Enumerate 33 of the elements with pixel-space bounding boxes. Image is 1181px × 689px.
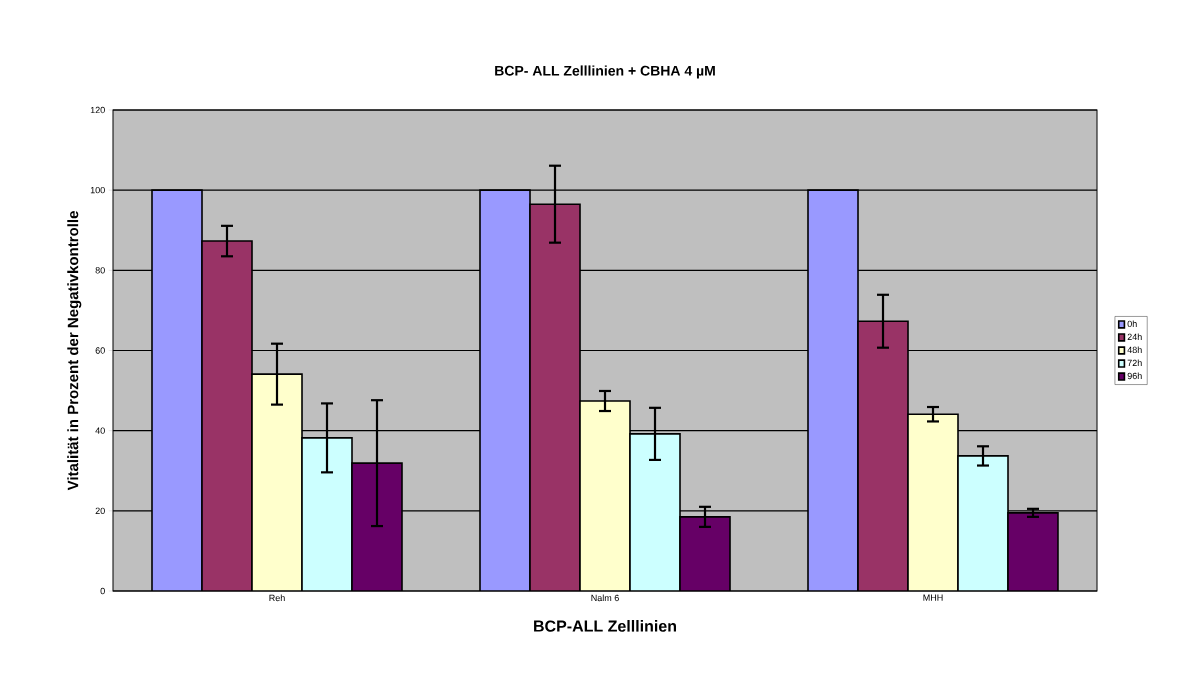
bar: [530, 204, 581, 591]
y-tick-label: 100: [90, 186, 105, 194]
bar: [630, 433, 680, 591]
bar: [251, 373, 303, 591]
y-tick-label: 40: [95, 427, 105, 434]
y-tick-label: 120: [90, 106, 105, 114]
bar: [907, 413, 959, 591]
bar: [857, 320, 909, 591]
bar: [151, 189, 203, 591]
legend-label: 0h: [1127, 320, 1137, 328]
x-tick-label: Reh: [269, 594, 285, 602]
y-tick-label: 80: [95, 267, 105, 274]
y-tick-label: 60: [95, 347, 105, 354]
x-axis-title: BCP-ALL Zelllinien: [534, 620, 677, 632]
y-tick-label: 0: [100, 587, 105, 595]
y-tick-label: 20: [95, 507, 105, 515]
bar: [201, 240, 253, 591]
x-tick-label: Nalm 6: [591, 594, 619, 602]
bar: [480, 190, 530, 591]
x-tick-label: MHH: [923, 594, 943, 601]
bar: [807, 189, 859, 591]
legend-label: 96h: [1127, 372, 1142, 380]
bar: [301, 437, 353, 591]
legend-label: 24h: [1127, 333, 1142, 340]
y-axis-title: Vitalität in Prozent der Negativkontrolle: [67, 211, 82, 491]
legend-label: 72h: [1127, 359, 1142, 367]
bar: [680, 516, 731, 591]
legend-label: 48h: [1127, 346, 1142, 354]
chart-title: BCP- ALL Zelllinien + CBHA 4 µM: [495, 65, 715, 79]
bar: [351, 462, 403, 591]
bar: [957, 455, 1009, 591]
bar: [1007, 512, 1059, 591]
bar: [580, 401, 630, 591]
